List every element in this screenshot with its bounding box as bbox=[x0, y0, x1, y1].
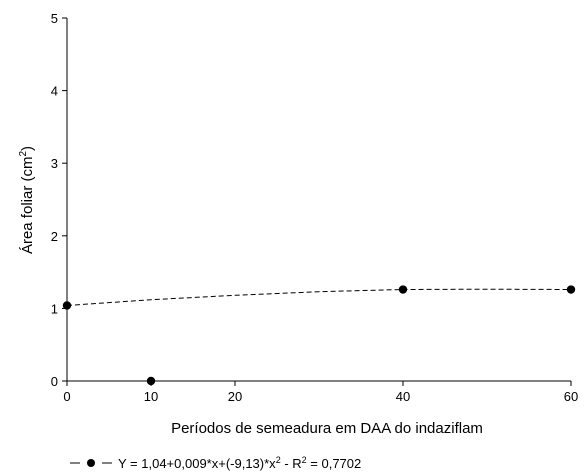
data-point bbox=[566, 285, 576, 294]
x-tick-label: 0 bbox=[63, 389, 70, 404]
fit-line bbox=[66, 288, 572, 306]
y-tick-label: 4 bbox=[51, 84, 58, 99]
y-tick-label: 1 bbox=[51, 301, 58, 316]
ticks: 0 1 2 3 4 5 0 10 20 40 60 bbox=[51, 11, 578, 404]
points-group bbox=[62, 285, 576, 386]
data-point bbox=[62, 301, 72, 310]
data-point bbox=[146, 376, 156, 386]
y-tick-label: 3 bbox=[51, 156, 58, 171]
data-point bbox=[398, 285, 408, 294]
legend-marker bbox=[87, 459, 95, 467]
legend-text: Y = 1,04+0,009*x+(-9,13)*x2 - R2 = 0,770… bbox=[118, 455, 361, 471]
x-tick-label: 60 bbox=[564, 389, 578, 404]
axes bbox=[66, 18, 571, 382]
x-tick-label: 40 bbox=[396, 389, 410, 404]
y-axis-label: Área foliar (cm2) bbox=[18, 146, 36, 254]
x-tick-label: 10 bbox=[144, 389, 158, 404]
legend: Y = 1,04+0,009*x+(-9,13)*x2 - R2 = 0,770… bbox=[70, 455, 361, 471]
fit-line-group bbox=[66, 288, 572, 306]
x-tick-label: 20 bbox=[228, 389, 242, 404]
y-tick-label: 2 bbox=[51, 229, 58, 244]
x-axis-label: Períodos de semeadura em DAA do indazifl… bbox=[171, 420, 483, 437]
y-tick-label: 5 bbox=[51, 11, 58, 26]
y-tick-label: 0 bbox=[51, 374, 58, 389]
